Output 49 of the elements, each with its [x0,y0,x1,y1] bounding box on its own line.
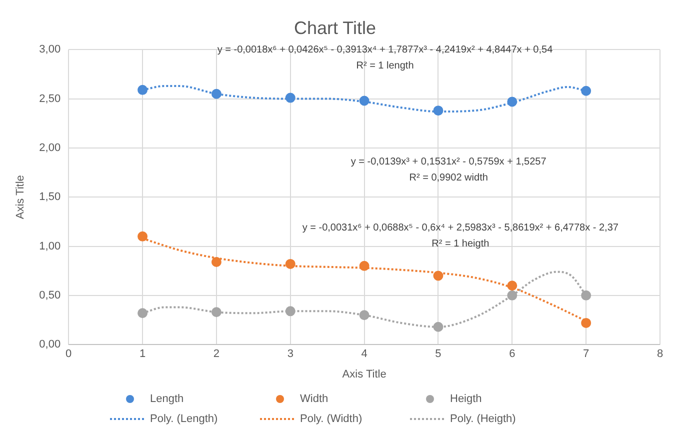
point [581,86,592,96]
point [211,88,222,99]
point [285,92,296,103]
point [581,290,592,300]
x-tick-label: 8 [656,348,664,360]
point [138,231,148,242]
annotation: y = -0,0018x⁶ + 0,0426x⁵ - 0,3913x⁴ + 1,7877x³ - 4,2419x² + 4,8447x + 0,54 R² = 1 length [217,44,554,72]
annotation: y = -0,0031x⁶ + 0,0688x⁵ - 0,6x⁴ + 2,5983x³ - 5,8619x² + 6,4778x - 2,37 R² = 1 heigth [302,222,619,250]
legend-label: Heigth [450,393,482,406]
legend-label: Length [150,393,184,406]
point [138,308,148,318]
point [285,258,296,269]
point [433,270,444,281]
y-tick-label: 2,00 [39,142,61,154]
legend-label: Poly. (Width) [300,413,362,426]
point [211,307,222,318]
y-tick-label: 1,00 [39,240,61,252]
point [507,96,518,107]
y-tick-label: 3,00 [39,44,61,56]
point [359,310,370,320]
x-tick-label: 7 [583,348,590,360]
point [285,306,296,316]
y-axis-title: Axis Title [14,175,27,220]
point [433,322,444,332]
x-tick-label: 6 [509,348,516,360]
point [211,257,222,267]
legend-label: Poly. (Heigth) [450,413,516,426]
y-tick-label: 0,00 [39,338,61,351]
point [138,84,148,95]
x-tick-label: 2 [213,348,220,360]
legend-label: Poly. (Length) [150,413,218,426]
y-tick-label: 0,50 [39,289,61,302]
point [507,280,518,291]
x-tick-label: 5 [435,348,442,360]
x-tick-label: 4 [361,348,368,360]
legend-label: Width [300,393,328,406]
point [507,290,518,300]
point [581,318,592,328]
annotation: y = -0,0139x³ + 0,1531x² - 0,5759x + 1,5257 R² = 0,9902 width [350,156,547,184]
x-axis-title: Axis Title [342,368,386,380]
point [359,260,370,271]
x-tick-label: 1 [139,348,146,360]
point [433,106,444,116]
x-tick-label: 0 [66,348,72,360]
y-tick-label: 1,50 [39,191,61,204]
x-tick-label: 3 [287,348,294,360]
y-tick-label: 2,50 [39,92,61,105]
chart-title: Chart Title [294,18,376,38]
point [359,96,370,106]
